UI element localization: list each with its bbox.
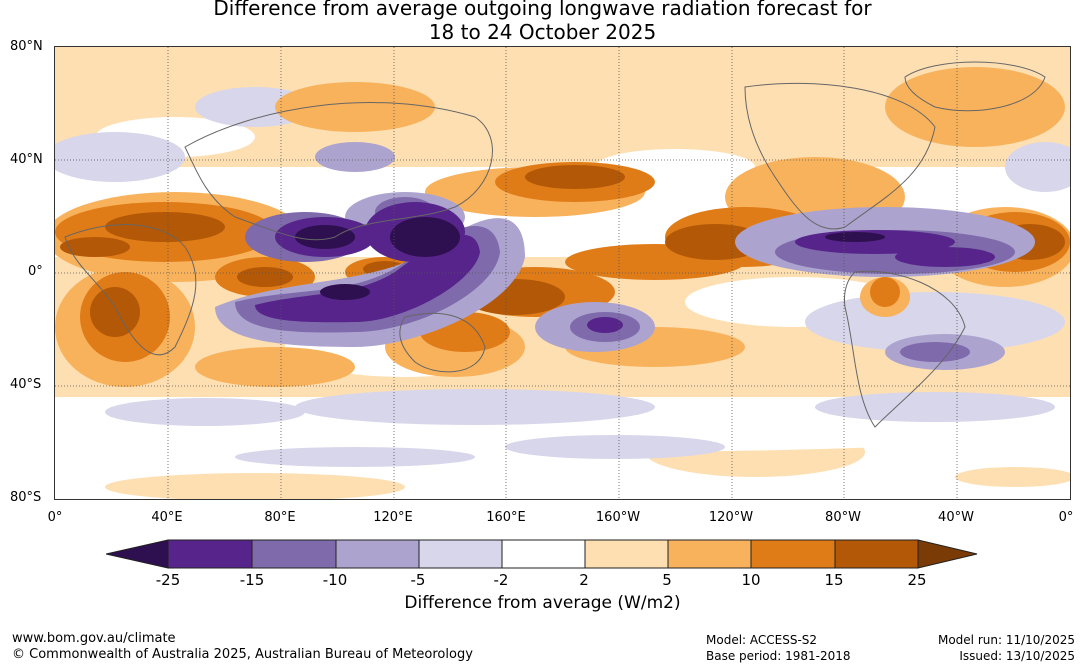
colorbar-swatch: [167, 539, 253, 569]
lon-label-40w: 40°W: [938, 510, 974, 525]
south-america-coastline: [844, 270, 966, 428]
lat-label-80n: 80°N: [10, 39, 43, 54]
anomaly-negative-extreme: [295, 217, 885, 300]
eurasia-coastline: [184, 102, 493, 241]
colorbar-swatch: [335, 539, 420, 569]
footer-dates: Model run: 11/10/2025 Issued: 13/10/2025: [938, 632, 1075, 664]
colorbar-swatch: [584, 539, 669, 569]
footer-model-run: Model run: 11/10/2025: [937, 633, 1075, 647]
lat-label-equator: 0°: [28, 264, 43, 279]
lat-label-80s: 80°S: [10, 490, 42, 505]
footer-copyright: © Commonwealth of Australia 2025, Austra…: [12, 647, 473, 662]
colorbar-label: Difference from average (W/m2): [404, 593, 681, 613]
map-title: Difference from average outgoing longwav…: [0, 0, 1085, 44]
colorbar-tick: -5: [410, 571, 426, 589]
footer-model-info: Model: ACCESS-S2 Base period: 1981-2018: [706, 632, 851, 664]
colorbar-tick: 2: [579, 571, 589, 589]
footer-model: Model: ACCESS-S2: [706, 633, 818, 647]
greenland-coastline: [904, 61, 1046, 112]
colorbar-tick: 5: [662, 571, 672, 589]
title-line-2: 18 to 24 October 2025: [428, 20, 657, 44]
lon-label-80e: 80°E: [264, 510, 296, 525]
lon-label-160e: 160°E: [486, 510, 526, 525]
footer-source: www.bom.gov.au/climate © Commonwealth of…: [12, 631, 473, 663]
footer-base-period: Base period: 1981-2018: [706, 649, 851, 663]
lon-label-40e: 40°E: [151, 510, 183, 525]
lon-label-160w: 160°W: [595, 510, 641, 525]
olr-anomaly-map: [54, 46, 1071, 500]
colorbar-swatch: [667, 539, 752, 569]
footer-website: www.bom.gov.au/climate: [12, 631, 176, 646]
lon-label-120w: 120°W: [708, 510, 754, 525]
africa-coastline: [64, 224, 197, 356]
lat-label-40s: 40°S: [10, 377, 42, 392]
colorbar-swatch: [501, 539, 586, 569]
colorbar: [106, 539, 978, 569]
colorbar-swatch: [251, 539, 337, 569]
colorbar-max-arrow: [917, 539, 978, 569]
lat-label-40n: 40°N: [10, 152, 43, 167]
anomaly-positive-very-strong: [60, 165, 1065, 337]
colorbar-tick: -15: [239, 571, 265, 589]
coastlines: [64, 61, 1046, 428]
colorbar-tick: -10: [322, 571, 348, 589]
colorbar-tick: 15: [824, 571, 844, 589]
colorbar-tick: -2: [493, 571, 509, 589]
colorbar-swatch: [834, 539, 919, 569]
title-line-1: Difference from average outgoing longwav…: [213, 0, 872, 20]
colorbar-tick: 25: [907, 571, 927, 589]
colorbar-tick: -25: [155, 571, 181, 589]
lon-label-0: 0°: [47, 510, 63, 525]
colorbar-tick: 10: [741, 571, 761, 589]
north-america-coastline: [744, 82, 936, 230]
lon-label-80w: 80°W: [825, 510, 861, 525]
lon-label-120e: 120°E: [373, 510, 413, 525]
colorbar-swatch: [750, 539, 836, 569]
colorbar-min-arrow: [106, 539, 169, 569]
colorbar-swatch: [418, 539, 503, 569]
footer-issued: Issued: 13/10/2025: [959, 649, 1075, 663]
graticule: [55, 47, 1070, 499]
australia-coastline: [399, 312, 486, 373]
lon-label-0-east: 0°: [1058, 510, 1074, 525]
